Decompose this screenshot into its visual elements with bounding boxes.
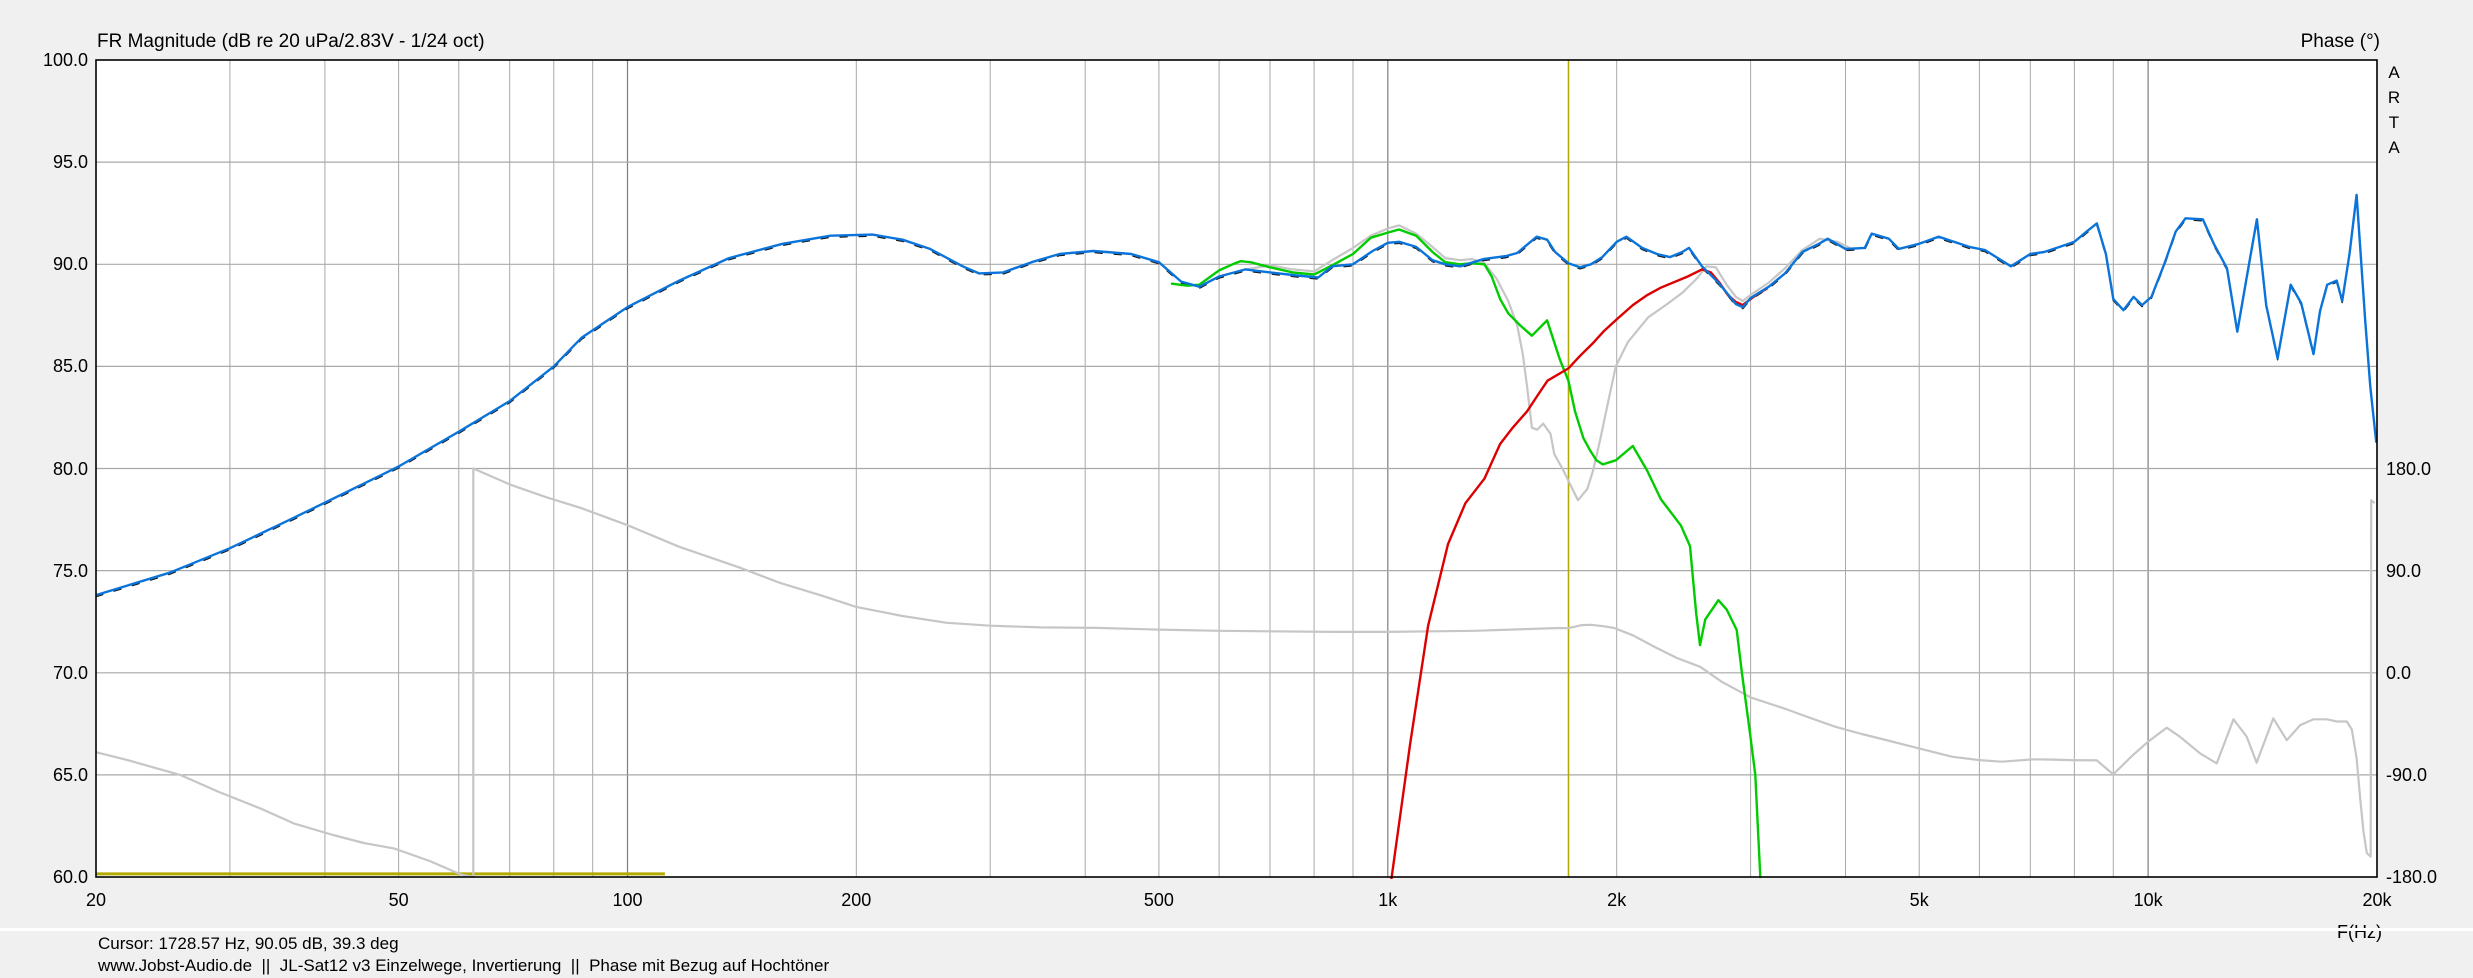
x-tick-50: 50 xyxy=(388,890,409,910)
y-db-tick-85: 85.0 xyxy=(52,356,88,377)
series-sum-target-dashed xyxy=(96,195,2377,598)
x-tick-20k: 20k xyxy=(2362,890,2392,910)
y-db-tick-70: 70.0 xyxy=(52,662,88,683)
y-db-tick-80: 80.0 xyxy=(52,458,88,479)
y-db-tick-65: 65.0 xyxy=(52,764,88,785)
arta-watermark-letter: T xyxy=(2388,113,2400,132)
series-summe xyxy=(96,193,2377,597)
series-summe-invertiert xyxy=(1244,224,1851,502)
y-db-tick-90: 90.0 xyxy=(52,254,88,275)
phase-axis-title: Phase (°) xyxy=(2300,31,2380,52)
y-phase-tick--90: -90.0 xyxy=(2386,764,2428,785)
status-separator xyxy=(0,928,2473,931)
x-tick-2k: 2k xyxy=(1607,890,1627,910)
y-phase-tick--180: -180.0 xyxy=(2386,867,2438,887)
x-tick-20: 20 xyxy=(85,890,107,910)
x-tick-5k: 5k xyxy=(1909,890,1929,910)
x-tick-500: 500 xyxy=(1143,890,1174,910)
y-db-tick-75: 75.0 xyxy=(52,560,88,581)
x-tick-10k: 10k xyxy=(2133,890,2163,910)
y-db-tick-95: 95.0 xyxy=(52,152,88,173)
series-tieftoener xyxy=(1170,228,1762,879)
y-db-tick-60: 60.0 xyxy=(52,867,88,887)
footer-info: www.Jobst-Audio.de || JL-Sat12 v3 Einzel… xyxy=(98,956,830,975)
y-db-tick-100: 100.0 xyxy=(42,50,88,70)
x-tick-100: 100 xyxy=(612,890,643,910)
series-phase-bezug-hochtoener xyxy=(96,467,2376,879)
freq-axis-label: F(Hz) xyxy=(2337,922,2382,942)
x-tick-200: 200 xyxy=(841,890,872,910)
arta-watermark-letter: A xyxy=(2388,138,2400,157)
y-phase-tick-0: 0.0 xyxy=(2386,662,2412,683)
x-tick-1k: 1k xyxy=(1378,890,1398,910)
y-phase-tick-180: 180.0 xyxy=(2386,458,2432,479)
chart-title: FR Magnitude (dB re 20 uPa/2.83V - 1/24 … xyxy=(97,31,485,52)
arta-watermark-letter: A xyxy=(2388,63,2400,82)
cursor-readout: Cursor: 1728.57 Hz, 90.05 dB, 39.3 deg xyxy=(98,934,399,953)
arta-watermark-letter: R xyxy=(2387,88,2401,107)
y-phase-tick-90: 90.0 xyxy=(2386,560,2422,581)
